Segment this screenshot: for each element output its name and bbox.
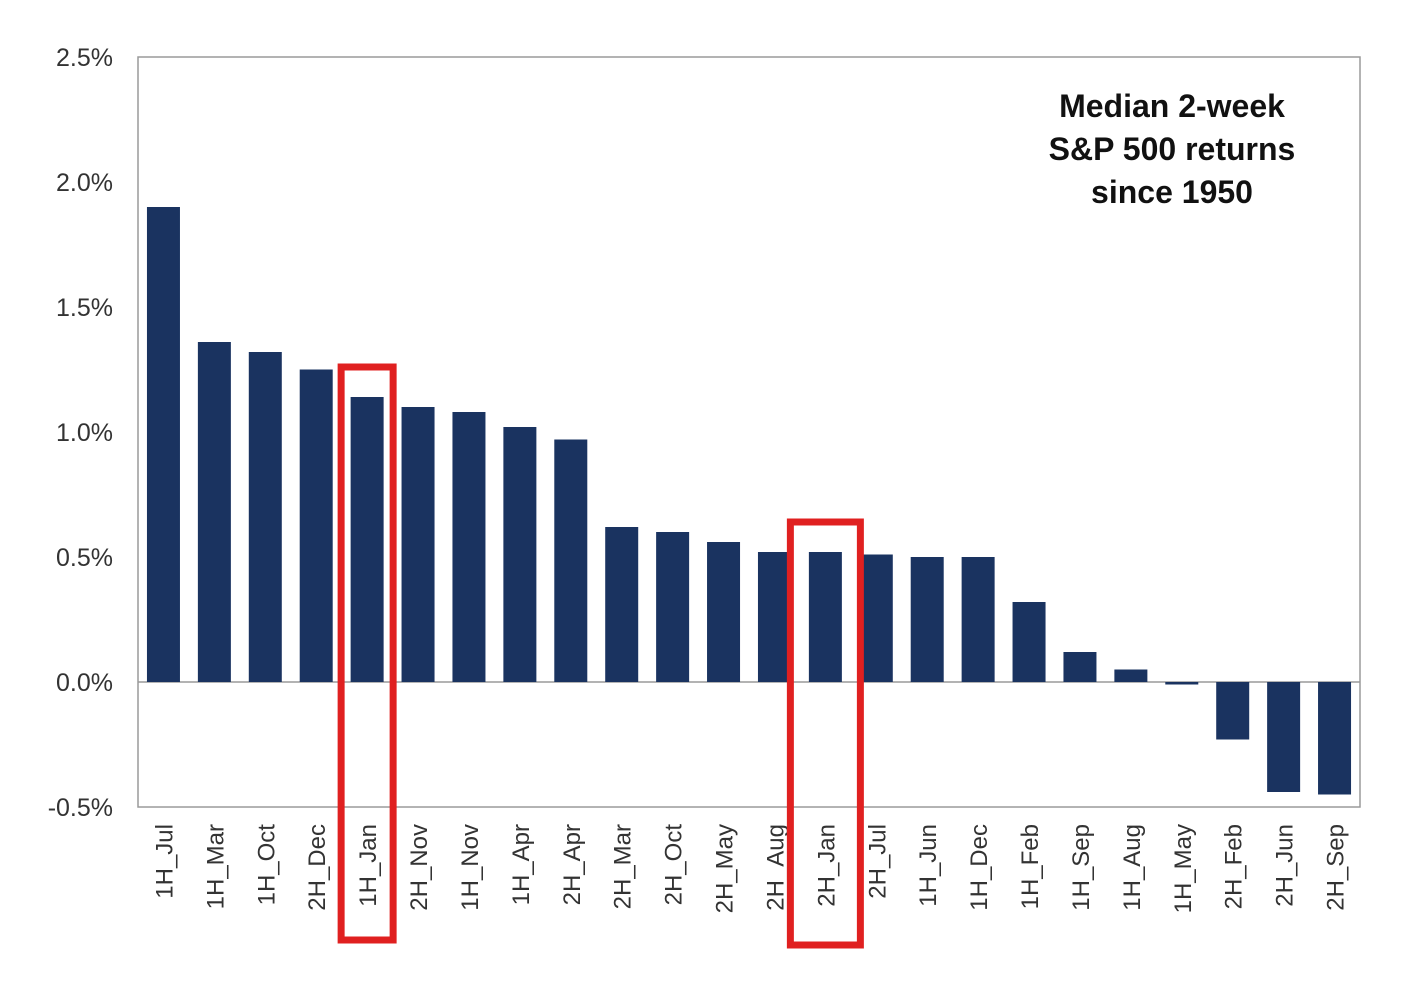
x-tick-label: 2H_Jun xyxy=(1272,824,1299,907)
bar-2h-jan xyxy=(808,552,842,682)
chart-title-line-3: since 1950 xyxy=(1091,174,1253,210)
x-tick-label: 1H_Apr xyxy=(508,824,535,905)
bar-1h-jul xyxy=(146,207,180,682)
x-tick-label: 1H_Jan xyxy=(355,824,382,907)
bars xyxy=(146,207,1352,795)
bar-2h-jul xyxy=(859,554,893,682)
chart-title-line-1: Median 2-week xyxy=(1059,88,1285,124)
x-axis: 1H_Jul 1H_Mar 1H_Oct 2H_Dec 1H_Jan 2H_Nov 1H_N… xyxy=(151,824,1349,914)
bar-2h-apr xyxy=(554,439,588,682)
y-tick-label: 0.5% xyxy=(56,544,113,572)
bar-1h-oct xyxy=(248,352,282,682)
highlight-boxes xyxy=(337,363,864,949)
x-tick-label: 1H_Jun xyxy=(915,824,942,907)
y-tick-label: 0.0% xyxy=(56,669,113,697)
bar-2h-nov xyxy=(401,407,435,682)
bar-2h-mar xyxy=(605,527,639,682)
bar-2h-feb xyxy=(1216,682,1250,740)
y-tick-label: 2.0% xyxy=(56,169,113,197)
bar-1h-dec xyxy=(961,557,995,682)
bar-1h-sep xyxy=(1063,652,1097,682)
x-tick-label: 1H_Feb xyxy=(1017,824,1044,909)
x-tick-label: 2H_Feb xyxy=(1221,824,1248,909)
x-tick-label: 1H_Sep xyxy=(1068,824,1095,911)
x-tick-label: 2H_Apr xyxy=(559,824,586,905)
y-tick-label: 1.5% xyxy=(56,294,113,322)
highlight-box-1h-jan xyxy=(337,363,397,944)
x-tick-label: 1H_Mar xyxy=(202,824,229,909)
x-tick-label: 1H_Nov xyxy=(457,824,484,911)
y-tick-label: 1.0% xyxy=(56,419,113,447)
bar-2h-aug xyxy=(757,552,791,682)
bar-1h-feb xyxy=(1012,602,1046,682)
x-tick-label: 1H_Dec xyxy=(966,824,993,911)
bar-2h-dec xyxy=(299,369,333,682)
chart-title-line-2: S&P 500 returns xyxy=(1049,131,1296,167)
x-tick-label: 2H_Oct xyxy=(661,824,688,906)
bar-1h-jan xyxy=(350,397,384,682)
y-tick-label: -0.5% xyxy=(48,794,113,822)
bar-2h-sep xyxy=(1318,682,1352,795)
bar-2h-oct xyxy=(656,532,690,682)
x-tick-label: 2H_Aug xyxy=(762,824,789,911)
x-tick-label: 2H_Dec xyxy=(304,824,331,911)
plot-border xyxy=(137,56,1361,808)
bar-1h-aug xyxy=(1114,669,1148,682)
bar-1h-apr xyxy=(503,427,537,682)
x-tick-label: 2H_Jul xyxy=(864,824,891,899)
bar-2h-jun xyxy=(1267,682,1301,792)
bar-1h-jun xyxy=(910,557,944,682)
x-tick-label: 1H_Jul xyxy=(151,824,178,899)
bar-1h-mar xyxy=(197,342,231,682)
x-tick-label: 1H_Oct xyxy=(253,824,280,906)
x-tick-label: 2H_Jan xyxy=(813,824,840,907)
x-tick-label: 2H_Mar xyxy=(610,824,637,909)
y-axis: -0.5% 0.0% 0.5% 1.0% 1.5% 2.0% 2.5% xyxy=(48,44,113,822)
bar-2h-may xyxy=(707,542,741,682)
x-tick-label: 2H_Nov xyxy=(406,824,433,911)
x-tick-label: 1H_May xyxy=(1170,824,1197,913)
bar-1h-nov xyxy=(452,412,486,682)
y-tick-label: 2.5% xyxy=(56,44,113,72)
x-tick-label: 2H_May xyxy=(712,824,739,913)
x-tick-label: 1H_Aug xyxy=(1119,824,1146,911)
bar-1h-may xyxy=(1165,682,1199,685)
highlight-box-2h-jan xyxy=(786,518,864,949)
x-tick-label: 2H_Sep xyxy=(1323,824,1350,911)
